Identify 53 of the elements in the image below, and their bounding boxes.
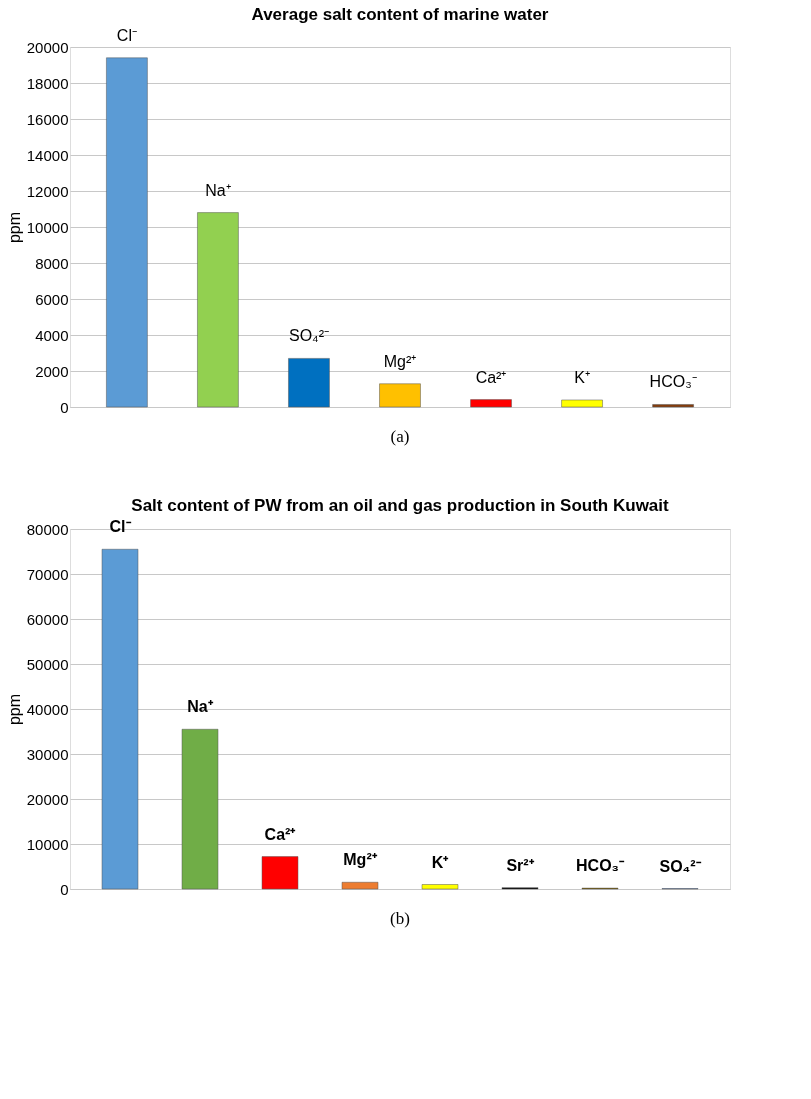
category-label: Cl⁻ (109, 518, 131, 536)
y-axis-title: ppm (5, 211, 23, 244)
y-tick-label: 14000 (26, 146, 69, 164)
text: (a) (390, 427, 410, 446)
y-tick-label: 16000 (26, 110, 69, 128)
y-tick-label: 20000 (26, 790, 69, 808)
bar (261, 856, 299, 890)
category-label: Na⁺ (205, 181, 231, 199)
category-label: Ca²⁺ (264, 825, 296, 843)
category-label: Sr²⁺ (506, 856, 534, 874)
y-tick-label: 60000 (26, 610, 69, 628)
y-tick-label: 10000 (26, 218, 69, 236)
y-tick-label: 10000 (26, 835, 69, 853)
bar (101, 549, 139, 890)
bar (341, 882, 379, 890)
y-tick-label: 20000 (26, 38, 69, 56)
y-tick-label: 12000 (26, 182, 69, 200)
category-label: SO₄²⁻ (659, 857, 701, 875)
category-label: HCO₃⁻ (576, 857, 624, 875)
bar (106, 57, 148, 408)
bar (561, 399, 603, 408)
y-tick-label: 2000 (35, 362, 69, 380)
category-label: Mg²⁺ (343, 851, 377, 869)
category-label: Na⁺ (187, 698, 213, 716)
category-label: SO₄²⁻ (288, 327, 329, 345)
y-tick-label: 80000 (26, 520, 69, 538)
bar (181, 729, 219, 890)
y-tick-label: 6000 (35, 290, 69, 308)
bar (197, 212, 239, 408)
y-axis-title: ppm (5, 693, 23, 726)
bar (379, 383, 421, 408)
category-label: HCO₃⁻ (649, 373, 697, 391)
bar (470, 399, 512, 408)
bar (421, 884, 459, 890)
category-label: K⁺ (574, 368, 590, 386)
text: (b) (390, 909, 410, 928)
y-tick-label: 40000 (26, 700, 69, 718)
y-tick-label: 18000 (26, 74, 69, 92)
y-tick-label: 70000 (26, 565, 69, 583)
y-tick-label: 8000 (35, 254, 69, 272)
y-tick-label: 30000 (26, 745, 69, 763)
chart-title: Salt content of PW from an oil and gas production in South Kuwait (131, 496, 670, 516)
y-tick-label: 0 (60, 398, 69, 416)
y-tick-label: 50000 (26, 655, 69, 673)
y-tick-label: 0 (60, 880, 69, 898)
bar (652, 404, 694, 408)
bar (288, 358, 330, 408)
category-label: Mg²⁺ (383, 352, 417, 370)
category-label: Cl⁻ (116, 26, 137, 44)
category-label: Ca²⁺ (475, 368, 507, 386)
category-label: K⁺ (431, 853, 449, 871)
chart-title: Average salt content of marine water (251, 4, 549, 24)
y-tick-label: 4000 (35, 326, 69, 344)
